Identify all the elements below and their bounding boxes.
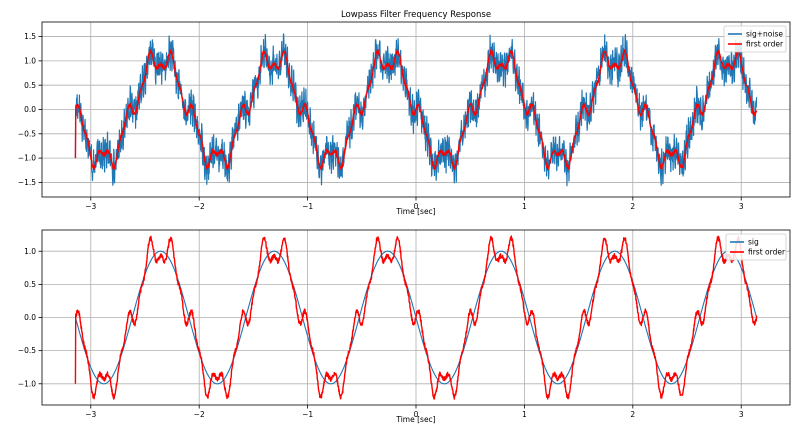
series-line-first-order <box>74 235 758 400</box>
x-tick-label: 0 <box>414 410 419 419</box>
x-tick-label: 2 <box>630 410 635 419</box>
x-tick-label: −1 <box>302 410 313 419</box>
x-tick-label: 3 <box>739 410 744 419</box>
x-tick-label: 0 <box>414 202 419 211</box>
y-tick-label: −1.0 <box>18 154 36 163</box>
plot-area <box>74 235 758 400</box>
legend-box <box>725 233 787 261</box>
axes-frame <box>41 229 791 406</box>
y-tick-label: 1.0 <box>24 247 36 256</box>
x-tick-label: −3 <box>85 202 96 211</box>
y-tick-label: 0.5 <box>24 81 36 90</box>
series-line-first-order <box>74 49 758 170</box>
legend-box <box>723 25 787 53</box>
y-tick-label: −0.5 <box>18 129 36 138</box>
y-tick-label: −0.5 <box>18 346 36 355</box>
y-tick-label: −1.5 <box>18 178 36 187</box>
x-axis-label: Time [sec] <box>395 415 435 424</box>
top-chart: −3 −2 −1 0 1 2 3 −1.5 −1.0 −0.5 0.0 0.5 1.0 1.5 Lowpas… <box>18 10 791 216</box>
legend-entry: first order <box>746 40 784 49</box>
bottom-chart: −3 −2 −1 0 1 2 3 −1.0 −0.5 0.0 0.5 1.0 Time [sec] sig… <box>18 229 791 424</box>
y-tick-label: −1.0 <box>18 379 36 388</box>
x-tick-label: 3 <box>739 202 744 211</box>
legend-entry: sig <box>748 238 759 247</box>
legend-entry: sig+noise <box>746 30 783 39</box>
y-tick-label: 1.0 <box>24 56 36 65</box>
x-axis-label: Time [sec] <box>395 207 435 216</box>
legend-entry: first order <box>748 248 786 257</box>
axes-frame <box>41 21 791 198</box>
y-tick-label: 1.5 <box>24 32 36 41</box>
x-tick-label: 1 <box>522 410 527 419</box>
x-tick-label: −2 <box>194 410 205 419</box>
x-tick-label: 2 <box>630 202 635 211</box>
y-tick-label: 0.0 <box>24 313 36 322</box>
x-tick-label: −1 <box>302 202 313 211</box>
x-tick-label: −2 <box>194 202 205 211</box>
y-tick-label: 0.0 <box>24 105 36 114</box>
x-tick-label: 1 <box>522 202 527 211</box>
chart-title: Lowpass Filter Frequency Response <box>341 10 491 20</box>
plot-area <box>74 33 758 187</box>
y-tick-label: 0.5 <box>24 280 36 289</box>
x-tick-label: −3 <box>85 410 96 419</box>
